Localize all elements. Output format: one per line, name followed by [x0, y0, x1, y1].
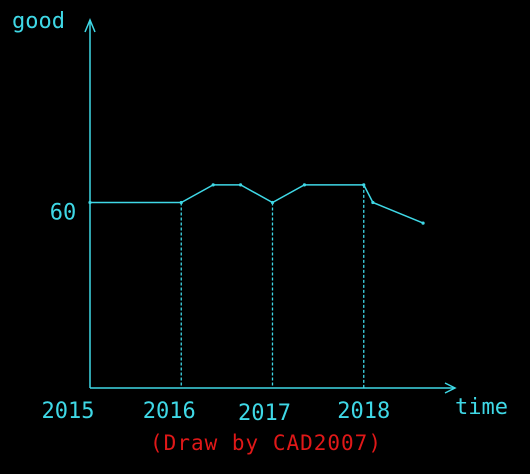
data-point [371, 200, 375, 205]
series-layer [88, 183, 425, 225]
x-tick-label-2017: 2017 [238, 401, 291, 426]
data-point [421, 221, 425, 225]
x-tick-label-2016: 2016 [143, 399, 196, 424]
y-axis-arrow-icon [84, 18, 96, 33]
data-point [302, 183, 307, 187]
x-tick-label-2018: 2018 [337, 399, 390, 424]
x-tick-label-2015: 2015 [42, 399, 95, 424]
x-axis-label: time [455, 395, 508, 420]
data-point [362, 183, 366, 187]
y-tick-label-60: 60 [50, 200, 77, 225]
data-point [270, 200, 275, 205]
data-point [211, 183, 215, 187]
x-axis-arrow-icon [444, 382, 457, 394]
data-point [179, 200, 183, 205]
drop-lines [180, 184, 365, 388]
data-point [238, 183, 243, 187]
y-axis-label: good [12, 9, 65, 34]
data-point [88, 200, 92, 205]
chart-caption: (Draw by CAD2007) [150, 431, 382, 455]
tick-labels: 2015 2016 2017 2018 60 [42, 200, 391, 426]
